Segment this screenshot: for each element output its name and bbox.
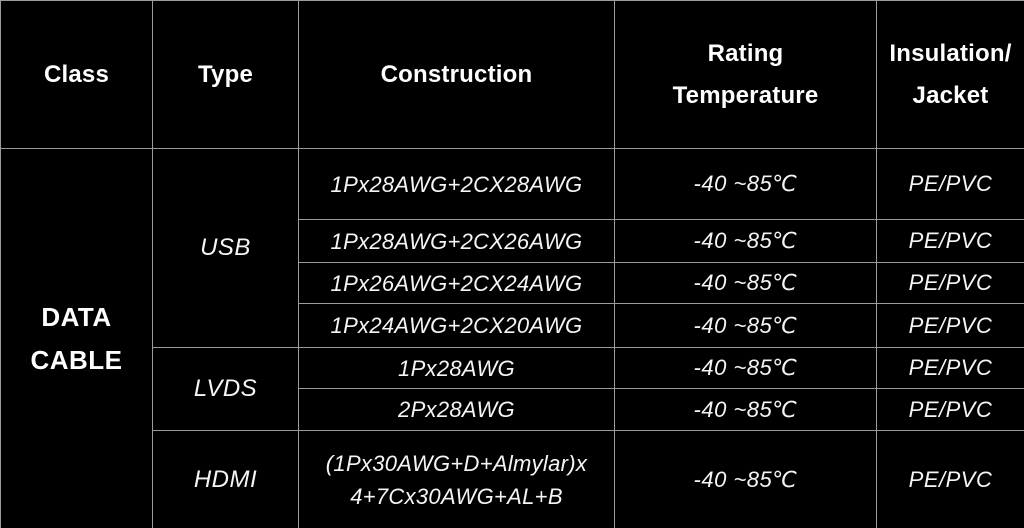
header-cell-insulation-jacket: Insulation/ Jacket [876,0,1024,149]
insulation-jacket-cell: PE/PVC [876,430,1024,528]
construction-cell: 1Px28AWG+2CX28AWG [298,148,615,220]
class-cell-data-cable: DATA CABLE [0,148,153,528]
construction-cell: 1Px28AWG+2CX26AWG [298,219,615,263]
insulation-jacket-cell: PE/PVC [876,219,1024,263]
insulation-jacket-cell: PE/PVC [876,347,1024,389]
table-row: HDMI (1Px30AWG+D+Almylar)x 4+7Cx30AWG+AL… [1,430,1024,528]
table-row: 1Px28AWG+2CX26AWG -40 ~85℃ PE/PVC [1,219,1024,263]
construction-cell: 1Px24AWG+2CX20AWG [298,303,615,348]
header-row: Class Type Construction Rating Temperatu… [0,0,1024,149]
rating-temperature-cell: -40 ~85℃ [614,347,877,389]
table-row: DATA CABLE USB 1Px28AWG+2CX28AWG -40 ~85… [0,148,1024,528]
table-row: 2Px28AWG -40 ~85℃ PE/PVC [1,388,1024,431]
type-cell-usb: USB [152,148,299,348]
rating-temperature-cell: -40 ~85℃ [614,303,877,348]
construction-cell: (1Px30AWG+D+Almylar)x 4+7Cx30AWG+AL+B [298,430,615,528]
header-cell-type: Type [152,0,299,149]
construction-cell: 2Px28AWG [298,388,615,431]
header-cell-rating-temperature: Rating Temperature [614,0,877,149]
insulation-jacket-cell: PE/PVC [876,148,1024,220]
type-cell-lvds: LVDS [152,347,299,431]
insulation-jacket-cell: PE/PVC [876,303,1024,348]
rating-temperature-cell: -40 ~85℃ [614,430,877,528]
rating-temperature-cell: -40 ~85℃ [614,388,877,431]
construction-cell: 1Px28AWG [298,347,615,389]
construction-cell: 1Px26AWG+2CX24AWG [298,262,615,304]
type-cell-hdmi: HDMI [152,430,299,528]
header-cell-construction: Construction [298,0,615,149]
rating-temperature-cell: -40 ~85℃ [614,262,877,304]
insulation-jacket-cell: PE/PVC [876,262,1024,304]
rating-temperature-cell: -40 ~85℃ [614,148,877,220]
header-cell-class: Class [0,0,153,149]
insulation-jacket-cell: PE/PVC [876,388,1024,431]
rating-temperature-cell: -40 ~85℃ [614,219,877,263]
table-row: LVDS 1Px28AWG -40 ~85℃ PE/PVC [1,347,1024,431]
